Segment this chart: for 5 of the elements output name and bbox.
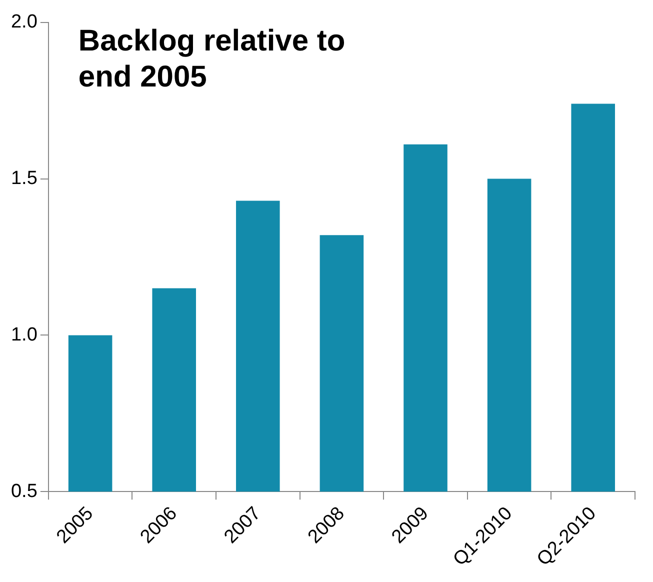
y-tick-label: 1.5 bbox=[10, 168, 38, 190]
y-tick-label: 1.0 bbox=[10, 324, 38, 346]
y-tick-label: 2.0 bbox=[10, 12, 38, 33]
text: Backlog relative to end 2005 bbox=[78, 24, 346, 94]
y-tick-label: 0.5 bbox=[10, 480, 38, 502]
